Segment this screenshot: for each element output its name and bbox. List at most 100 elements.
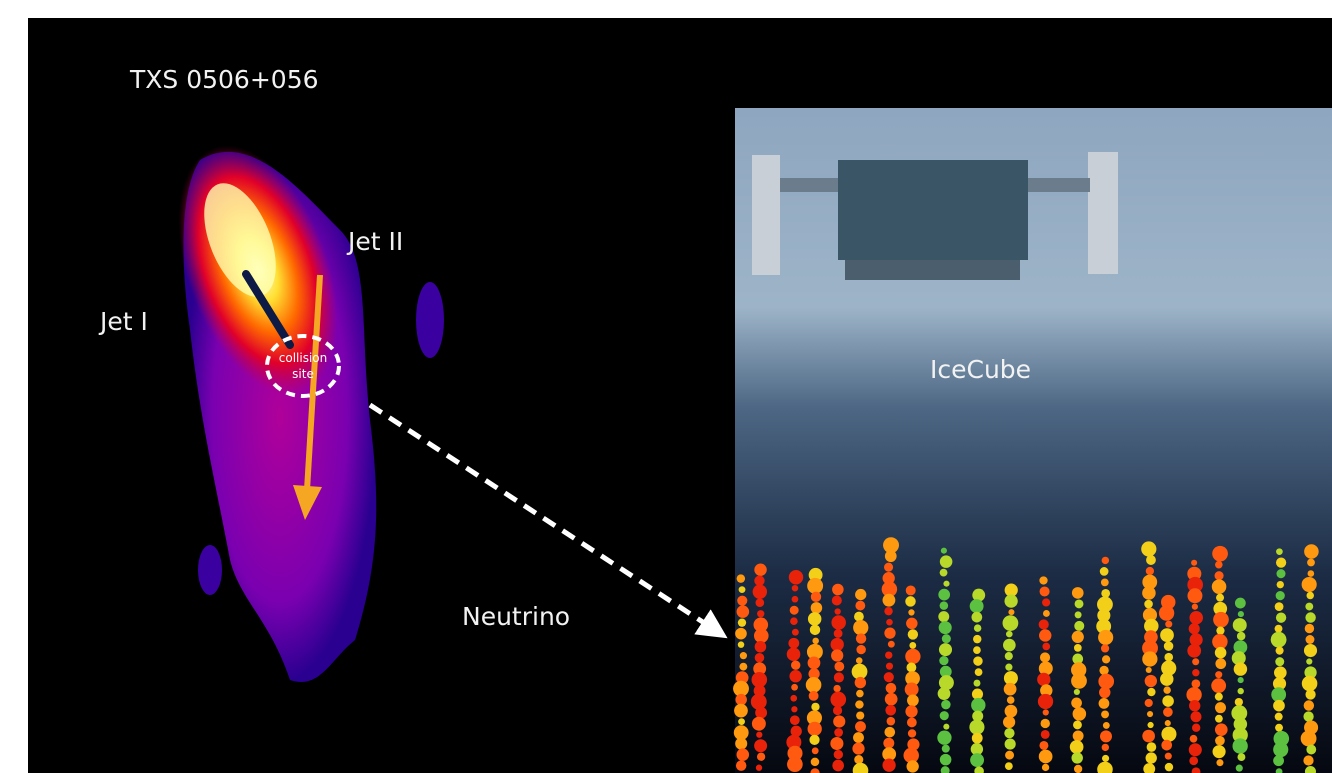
sensor-hit <box>1275 625 1283 633</box>
sensor-hit <box>756 765 762 771</box>
sensor-hit <box>1189 623 1200 634</box>
sensor-hit <box>831 638 844 651</box>
sensor-hit <box>906 662 916 672</box>
sensor-hit <box>1238 611 1244 617</box>
sensor-hit <box>833 706 842 715</box>
sensor-hit <box>1147 688 1155 696</box>
sensor-hit <box>885 693 898 706</box>
sensor-hit <box>755 598 764 607</box>
sensor-hit <box>856 711 864 719</box>
sensor-hit <box>809 691 819 701</box>
sensor-hit <box>1073 720 1082 729</box>
jet-label: Jet II <box>346 227 403 256</box>
sensor-hit <box>1100 567 1109 576</box>
sensor-hit <box>1102 655 1110 663</box>
sensor-hit <box>1101 579 1109 587</box>
sensor-hit <box>1187 644 1201 658</box>
sensor-hit <box>1039 741 1048 750</box>
sensor-hit <box>886 663 893 670</box>
sensor-hit <box>1145 699 1153 707</box>
sensor-hit <box>1236 765 1243 772</box>
sensor-hit <box>1075 611 1082 618</box>
sensor-hit <box>1238 688 1244 694</box>
sensor-hit <box>812 747 819 754</box>
sensor-hit <box>1101 589 1110 598</box>
sensor-hit <box>1216 759 1223 766</box>
sensor-hit <box>1164 653 1173 662</box>
sensor-hit <box>856 690 864 698</box>
sensor-hit <box>739 586 746 593</box>
sensor-hit <box>737 596 747 606</box>
sensor-hit <box>1235 598 1246 609</box>
sensor-hit <box>1074 689 1080 695</box>
sensor-hit <box>1215 671 1222 678</box>
sensor-hit <box>905 705 917 717</box>
sensor-hit <box>734 704 748 718</box>
sensor-hit <box>973 635 981 643</box>
sensor-hit <box>1232 738 1247 753</box>
sensor-hit <box>941 700 950 709</box>
sensor-hit <box>940 569 948 577</box>
sensor-hit <box>811 592 821 602</box>
sensor-hit <box>905 649 920 664</box>
sensor-hit <box>1003 716 1015 728</box>
sensor-hit <box>807 578 823 594</box>
sensor-hit <box>1189 743 1202 756</box>
sensor-hit <box>1072 631 1084 643</box>
sensor-hit <box>1101 644 1109 652</box>
sensor-hit <box>853 732 864 743</box>
sensor-hit <box>1101 710 1109 718</box>
sensor-hit <box>1215 693 1223 701</box>
sensor-hit <box>1072 752 1083 763</box>
sensor-hit <box>787 756 803 772</box>
sensor-hit <box>1234 662 1247 675</box>
sensor-hit <box>1041 730 1050 739</box>
sensor-hit <box>940 601 949 610</box>
sensor-hit <box>906 760 918 772</box>
sensor-hit <box>940 555 953 568</box>
sensor-hit <box>1189 611 1203 625</box>
sensor-hit <box>942 634 951 643</box>
sensor-hit <box>832 595 842 605</box>
sensor-hit <box>754 628 769 643</box>
sensor-hit <box>906 618 917 629</box>
sensor-hit <box>811 602 823 614</box>
sensor-hit <box>1308 570 1315 577</box>
sensor-hit <box>1190 711 1201 722</box>
sensor-hit <box>853 620 868 635</box>
sensor-hit <box>1212 579 1227 594</box>
sensor-hit <box>1146 667 1152 673</box>
sensor-hit <box>1146 567 1154 575</box>
sensor-hit <box>834 750 843 759</box>
sensor-hit <box>1275 724 1283 732</box>
sensor-hit <box>1215 702 1226 713</box>
sensor-hit <box>905 596 916 607</box>
sensor-hit <box>789 570 803 584</box>
sensor-hit <box>1192 604 1198 610</box>
sensor-hit <box>1305 612 1315 622</box>
sensor-hit <box>1098 630 1113 645</box>
sensor-hit <box>1005 705 1018 718</box>
sensor-hit <box>1039 576 1047 584</box>
sensor-hit <box>831 615 846 630</box>
sensor-hit <box>941 548 947 554</box>
sensor-hit <box>1216 627 1224 635</box>
sensor-hit <box>972 733 983 744</box>
sensor-hit <box>1075 599 1084 608</box>
sensor-hit <box>908 629 918 639</box>
sensor-hit <box>885 651 892 658</box>
sensor-hit <box>832 584 844 596</box>
sensor-hit <box>1146 752 1157 763</box>
sensor-hit <box>940 711 949 720</box>
sensor-hit <box>1005 652 1013 660</box>
sensor-hit <box>971 612 982 623</box>
sensor-hit <box>1163 686 1170 693</box>
sensor-hit <box>1215 736 1225 746</box>
sensor-hit <box>1192 679 1201 688</box>
sensor-hit <box>792 596 799 603</box>
sensor-hit <box>1070 740 1084 754</box>
sensor-hit <box>1005 739 1016 750</box>
sensor-hit <box>856 657 863 664</box>
sensor-hit <box>1304 544 1319 559</box>
sensor-hit <box>1071 673 1087 689</box>
